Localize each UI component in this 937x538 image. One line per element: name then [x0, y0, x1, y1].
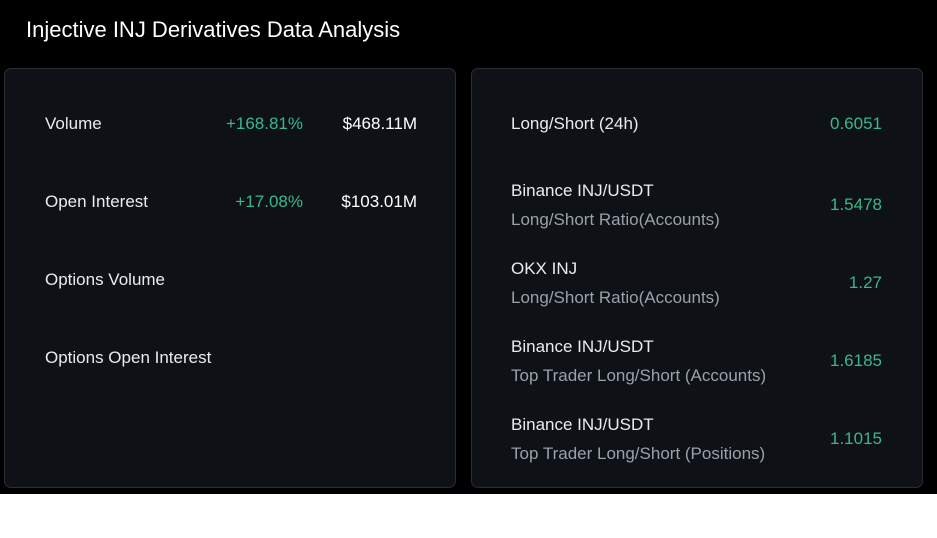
options-open-interest-label: Options Open Interest [45, 348, 212, 367]
volume-row: Volume +168.81% $468.11M [5, 69, 455, 147]
binance-accounts-sublabel: Long/Short Ratio(Accounts) [511, 210, 720, 229]
binance-top-trader-accounts-row: Binance INJ/USDT Top Trader Long/Short (… [472, 303, 922, 385]
binance-accounts-label: Binance INJ/USDT [511, 181, 654, 200]
long-short-ratio-panel: Long/Short (24h) 0.6051 Binance INJ/USDT… [471, 68, 923, 488]
binance-top-trader-accounts-label: Binance INJ/USDT [511, 337, 654, 356]
long-short-24h-label: Long/Short (24h) [511, 114, 639, 133]
binance-top-trader-positions-value: 1.1015 [830, 429, 882, 448]
options-volume-label: Options Volume [45, 270, 166, 289]
okx-accounts-sublabel: Long/Short Ratio(Accounts) [511, 288, 720, 307]
okx-accounts-row: OKX INJ Long/Short Ratio(Accounts) 1.27 [472, 225, 922, 307]
options-open-interest-row: Options Open Interest [5, 303, 455, 381]
long-short-24h-row: Long/Short (24h) 0.6051 [472, 69, 922, 147]
binance-accounts-value: 1.5478 [830, 195, 882, 214]
long-short-24h-value: 0.6051 [830, 114, 882, 133]
binance-accounts-row: Binance INJ/USDT Long/Short Ratio(Accoun… [472, 147, 922, 229]
binance-top-trader-positions-row: Binance INJ/USDT Top Trader Long/Short (… [472, 381, 922, 463]
open-interest-change: +17.08% [235, 192, 303, 211]
page-title: Injective INJ Derivatives Data Analysis [26, 17, 401, 42]
binance-top-trader-accounts-sublabel: Top Trader Long/Short (Accounts) [511, 366, 767, 385]
open-interest-value: $103.01M [341, 192, 417, 211]
binance-top-trader-positions-label: Binance INJ/USDT [511, 415, 654, 434]
volume-label: Volume [45, 114, 102, 133]
options-volume-row: Options Volume [5, 225, 455, 303]
app-root: Injective INJ Derivatives Data Analysis … [0, 0, 937, 494]
derivatives-overview-panel: Volume +168.81% $468.11M Open Interest +… [4, 68, 456, 488]
okx-accounts-value: 1.27 [848, 273, 882, 292]
open-interest-row: Open Interest +17.08% $103.01M [5, 147, 455, 225]
binance-top-trader-accounts-value: 1.6185 [830, 351, 882, 370]
okx-accounts-label: OKX INJ [511, 259, 578, 278]
open-interest-label: Open Interest [45, 192, 149, 211]
binance-top-trader-positions-sublabel: Top Trader Long/Short (Positions) [511, 444, 766, 463]
volume-value: $468.11M [342, 114, 417, 133]
volume-change: +168.81% [225, 114, 303, 133]
